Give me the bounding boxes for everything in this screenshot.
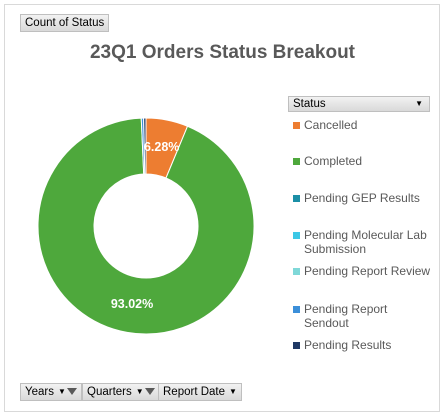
count-of-status-field-button[interactable]: Count of Status — [20, 14, 110, 32]
filter-funnel-icon — [144, 388, 155, 395]
chart-title: 23Q1 Orders Status Breakout — [89, 42, 356, 63]
report-date-filter-button[interactable]: Report Date ▼ — [158, 383, 242, 401]
legend-label: Pending GEP Results — [304, 191, 420, 205]
dropdown-arrow-icon: ▼ — [58, 387, 66, 396]
legend-swatch — [293, 342, 300, 349]
legend-item-cancelled[interactable]: Cancelled — [293, 118, 438, 132]
legend-item-pending-report-sendout[interactable]: Pending Report Sendout — [293, 302, 393, 330]
dropdown-arrow-icon: ▼ — [229, 387, 237, 396]
quarters-filter-button[interactable]: Quarters ▼ — [82, 383, 160, 401]
legend-swatch — [293, 195, 300, 202]
legend-label: Pending Report Review — [304, 264, 431, 278]
legend-item-pending-gep-results[interactable]: Pending GEP Results — [293, 191, 438, 205]
legend-label: Completed — [304, 154, 363, 168]
legend-swatch — [293, 122, 300, 129]
status-legend-filter[interactable]: Status ▼ — [288, 96, 430, 112]
years-label: Years — [25, 386, 54, 398]
quarters-label: Quarters — [87, 386, 132, 398]
legend-item-pending-results[interactable]: Pending Results — [293, 338, 438, 352]
report-date-label: Report Date — [163, 386, 226, 398]
slice-completed[interactable] — [37, 117, 255, 335]
legend-item-pending-molecular-lab-submission[interactable]: Pending Molecular Lab Submission — [293, 228, 438, 256]
legend-swatch — [293, 306, 300, 313]
filter-funnel-icon — [66, 388, 77, 395]
legend-item-pending-report-review[interactable]: Pending Report Review — [293, 264, 438, 278]
legend-swatch — [293, 232, 300, 239]
dropdown-arrow-icon: ▼ — [415, 99, 423, 108]
slice-pending-results[interactable] — [143, 117, 147, 175]
years-filter-button[interactable]: Years ▼ — [20, 383, 82, 401]
legend-swatch — [293, 158, 300, 165]
status-legend-label: Status — [293, 98, 326, 110]
dropdown-arrow-icon: ▼ — [135, 387, 144, 396]
legend-swatch — [293, 268, 300, 275]
legend-label: Pending Results — [304, 338, 392, 352]
legend-label: Pending Report Sendout — [304, 302, 388, 330]
count-of-status-label: Count of Status — [25, 17, 105, 29]
data-label-cancelled: 6.28% — [144, 140, 179, 154]
legend-label: Cancelled — [304, 118, 358, 132]
data-label-completed: 93.02% — [111, 297, 153, 311]
legend-label: Pending Molecular Lab Submission — [304, 228, 427, 256]
legend-item-completed[interactable]: Completed — [293, 154, 438, 168]
